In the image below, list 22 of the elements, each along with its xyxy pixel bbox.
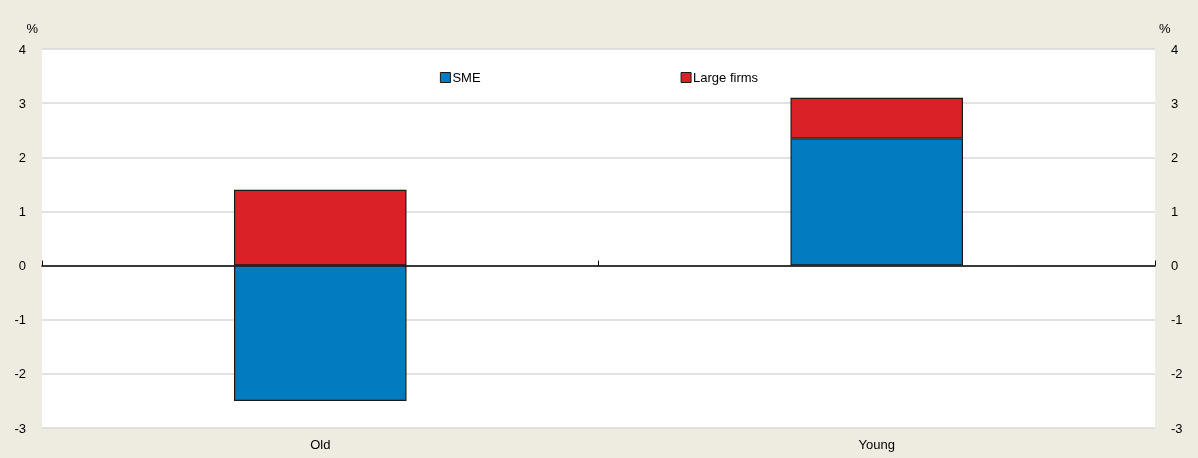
y-axis-title: % (26, 21, 39, 36)
y2-tick-label: -2 (1171, 366, 1183, 382)
y-tick-label: -1 (14, 312, 26, 328)
y-tick-label: 0 (18, 258, 26, 274)
y2-tick-label: 3 (1171, 95, 1179, 111)
y2-axis-title: % (1159, 21, 1171, 36)
y2-tick-label: 4 (1171, 41, 1179, 57)
y2-tick-label: -3 (1171, 420, 1183, 436)
y2-tick-label: -1 (1171, 312, 1183, 328)
x-tick-label: Old (310, 437, 331, 452)
y-tick-label: 1 (18, 203, 26, 219)
y2-tick-label: 2 (1171, 149, 1179, 165)
legend-label: Large firms (693, 70, 759, 85)
y-tick-label: 2 (18, 149, 26, 165)
legend-label: SME (452, 70, 481, 85)
y2-tick-label: 0 (1171, 258, 1179, 274)
y2-tick-label: 1 (1171, 203, 1179, 219)
y-tick-label: -3 (14, 420, 26, 436)
y-tick-label: 4 (18, 41, 26, 57)
x-tick-label: Young (858, 437, 895, 452)
y-tick-label: 3 (18, 95, 26, 111)
y-tick-label: -2 (14, 366, 26, 382)
